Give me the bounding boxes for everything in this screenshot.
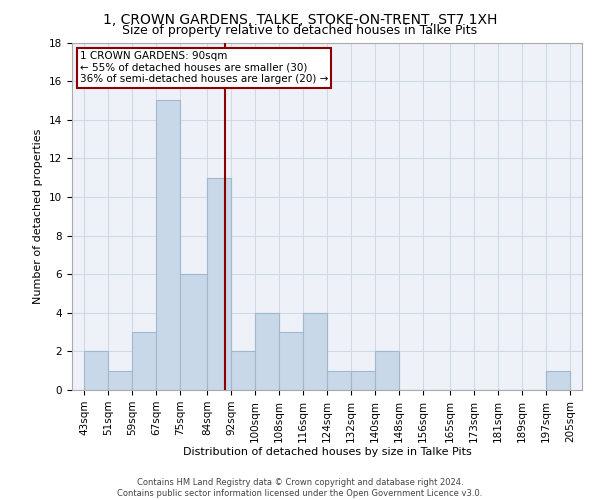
Text: Size of property relative to detached houses in Talke Pits: Size of property relative to detached ho…	[122, 24, 478, 37]
Bar	[207, 178, 231, 390]
X-axis label: Distribution of detached houses by size in Talke Pits: Distribution of detached houses by size …	[182, 448, 472, 458]
Bar	[132, 332, 156, 390]
Bar	[327, 370, 351, 390]
Bar	[303, 313, 327, 390]
Bar	[255, 313, 279, 390]
Bar	[108, 370, 132, 390]
Bar	[351, 370, 375, 390]
Text: Contains HM Land Registry data © Crown copyright and database right 2024.
Contai: Contains HM Land Registry data © Crown c…	[118, 478, 482, 498]
Bar	[279, 332, 303, 390]
Bar	[231, 352, 255, 390]
Bar	[546, 370, 570, 390]
Bar	[180, 274, 207, 390]
Bar	[156, 100, 180, 390]
Text: 1, CROWN GARDENS, TALKE, STOKE-ON-TRENT, ST7 1XH: 1, CROWN GARDENS, TALKE, STOKE-ON-TRENT,…	[103, 12, 497, 26]
Bar	[84, 352, 108, 390]
Text: 1 CROWN GARDENS: 90sqm
← 55% of detached houses are smaller (30)
36% of semi-det: 1 CROWN GARDENS: 90sqm ← 55% of detached…	[80, 51, 328, 84]
Bar	[375, 352, 399, 390]
Y-axis label: Number of detached properties: Number of detached properties	[34, 128, 43, 304]
